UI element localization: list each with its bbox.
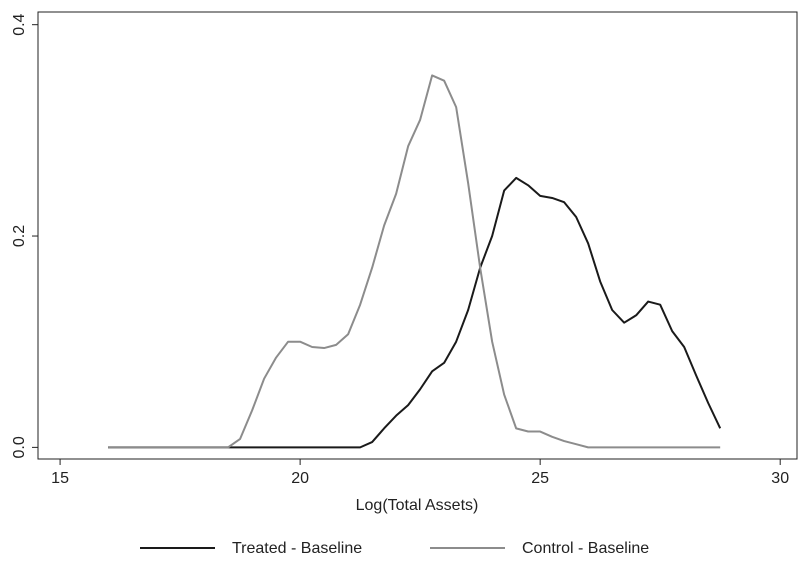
plot-frame	[37, 11, 798, 460]
x-axis-label: Log(Total Assets)	[356, 497, 479, 514]
y-tick-label: 0.0	[11, 436, 28, 458]
series-line	[108, 176, 722, 449]
series-line	[108, 74, 721, 449]
x-tick-label: 30	[771, 470, 789, 487]
x-tick-label: 25	[531, 470, 549, 487]
legend-label: Treated - Baseline	[232, 540, 362, 557]
y-tick-label: 0.4	[11, 13, 28, 35]
legend-label: Control - Baseline	[522, 540, 649, 557]
x-tick-label: 15	[51, 470, 69, 487]
y-tick-label: 0.2	[11, 225, 28, 247]
x-tick-label: 20	[291, 470, 309, 487]
